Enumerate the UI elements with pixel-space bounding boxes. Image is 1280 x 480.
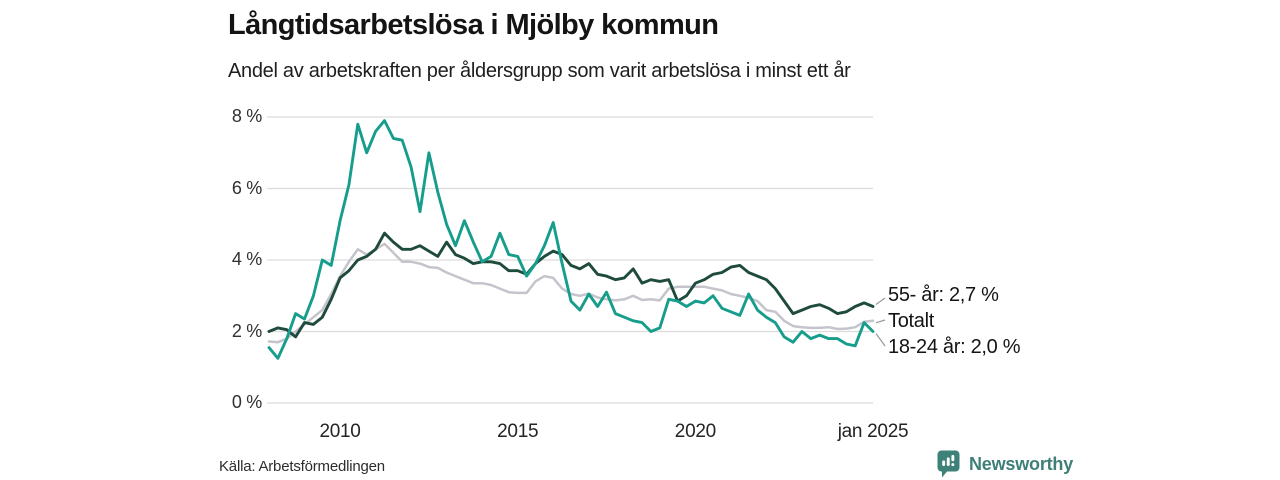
y-tick-6pct: 6 % (231, 177, 262, 198)
source-attribution: Källa: Arbetsförmedlingen (219, 458, 385, 475)
y-tick-2pct: 2 % (231, 320, 262, 341)
end-label-connector (875, 319, 886, 324)
series-end-label-18-24-år: 18-24 år: 2,0 % (888, 336, 1021, 358)
series-end-label-totalt: Totalt (888, 310, 935, 332)
newsworthy-brand-text: Newsworthy (969, 453, 1074, 474)
newsworthy-speech-bubble-bar-chart-icon (937, 450, 960, 478)
series-end-label-55-år: 55- år: 2,7 % (888, 284, 999, 306)
y-tick-0pct: 0 % (231, 392, 262, 412)
series-line-55-år (267, 231, 875, 339)
chart-subtitle: Andel av arbetskraften per åldersgrupp s… (228, 60, 851, 82)
x-tick-2015: 2015 (497, 421, 539, 442)
x-tick-2025: jan 2025 (837, 421, 909, 442)
x-tick-2020: 2020 (674, 421, 716, 442)
end-label-connector (875, 333, 886, 347)
y-tick-4pct: 4 % (231, 249, 262, 269)
series-line-18-24-år (267, 119, 875, 360)
y-tick-8pct: 8 % (231, 106, 262, 126)
x-tick-2010: 2010 (319, 421, 361, 442)
chart-title: Långtidsarbetslösa i Mjölby kommun (228, 9, 719, 41)
newsworthy-brand: Newsworthy (936, 449, 1073, 479)
end-label-connector (875, 297, 886, 305)
